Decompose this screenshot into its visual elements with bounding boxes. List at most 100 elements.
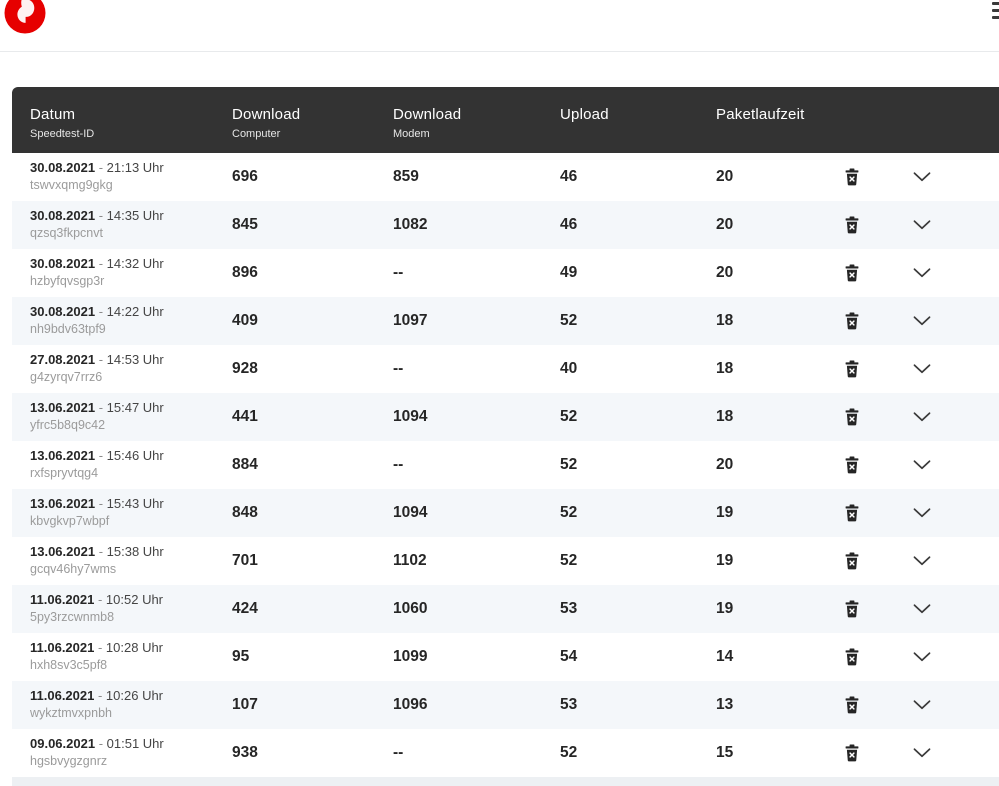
date-time-separator: -: [95, 304, 107, 319]
speedtest-id-label: rxfspryvtqg4: [30, 466, 99, 480]
download-modem-value: 859: [393, 168, 419, 185]
date-time-label: 27.08.2021 - 14:53 Uhr: [30, 352, 164, 367]
expand-row-button[interactable]: [909, 504, 935, 522]
expand-row-button[interactable]: [909, 168, 935, 186]
upload-value: 46: [560, 216, 578, 233]
datum-cell: 30.08.2021 - 21:13 Uhr tswvxqmg9gkg: [30, 160, 164, 192]
datum-cell: 13.06.2021 - 15:46 Uhr rxfspryvtqg4: [30, 448, 164, 480]
date-label: 30.08.2021: [30, 304, 96, 319]
date-label: 27.08.2021: [30, 352, 96, 367]
date-time-separator: -: [95, 400, 107, 415]
download-computer-value: 938: [232, 744, 258, 761]
expand-row-button[interactable]: [909, 552, 935, 570]
download-modem-value: 1094: [393, 504, 428, 521]
column-header-datum: Datum Speedtest-ID: [30, 106, 94, 140]
date-time-label: 13.06.2021 - 15:46 Uhr: [30, 448, 164, 463]
datum-cell: 30.08.2021 - 14:32 Uhr hzbyfqvsgp3r: [30, 256, 164, 288]
expand-row-button[interactable]: [909, 216, 935, 234]
time-label: 15:46 Uhr: [106, 448, 164, 463]
delete-entry-button[interactable]: [841, 357, 863, 382]
delete-entry-button[interactable]: [841, 261, 863, 286]
date-label: 11.06.2021: [30, 640, 95, 655]
table-row: 13.06.2021 - 15:38 Uhr gcqv46hy7wms 701 …: [12, 537, 999, 585]
speedtest-id-label: qzsq3fkpcnvt: [30, 226, 103, 240]
speedtest-id-label: hzbyfqvsgp3r: [30, 274, 105, 288]
date-label: 13.06.2021: [30, 544, 96, 559]
table-row: 27.08.2021 - 14:53 Uhr g4zyrqv7rrz6 928 …: [12, 345, 999, 393]
date-time-label: 11.06.2021 - 10:26 Uhr: [30, 688, 163, 703]
delete-entry-button[interactable]: [841, 645, 863, 670]
delete-entry-button[interactable]: [841, 597, 863, 622]
table-row: 30.08.2021 - 14:22 Uhr nh9bdv63tpf9 409 …: [12, 297, 999, 345]
delete-entry-button[interactable]: [841, 165, 863, 190]
delete-entry-button[interactable]: [841, 741, 863, 766]
expand-row-button[interactable]: [909, 264, 935, 282]
paketlaufzeit-value: 19: [716, 600, 734, 617]
delete-entry-button[interactable]: [841, 213, 863, 238]
expand-row-button[interactable]: [909, 648, 935, 666]
hamburger-bar: [992, 9, 999, 12]
top-navigation-bar: [0, 0, 999, 52]
download-computer-value: 424: [232, 600, 258, 617]
date-time-separator: -: [95, 352, 107, 367]
expand-row-button[interactable]: [909, 744, 935, 762]
date-label: 30.08.2021: [30, 208, 96, 223]
delete-entry-button[interactable]: [841, 549, 863, 574]
date-label: 11.06.2021: [30, 592, 95, 607]
datum-cell: 11.06.2021 - 10:28 Uhr hxh8sv3c5pf8: [30, 640, 163, 672]
speedtest-id-label: 5py3rzcwnmb8: [30, 610, 115, 624]
table-row-partial: [12, 777, 999, 786]
delete-entry-button[interactable]: [841, 405, 863, 430]
download-modem-value: 1099: [393, 648, 428, 665]
download-modem-value: --: [393, 360, 404, 377]
upload-value: 40: [560, 360, 578, 377]
hamburger-menu-icon[interactable]: [992, 2, 999, 20]
chevron-down-icon: [913, 748, 931, 758]
datum-cell: 11.06.2021 - 10:52 Uhr 5py3rzcwnmb8: [30, 592, 163, 624]
date-label: 13.06.2021: [30, 400, 96, 415]
download-modem-value: 1102: [393, 552, 427, 569]
paketlaufzeit-value: 15: [716, 744, 734, 761]
expand-row-button[interactable]: [909, 696, 935, 714]
date-time-separator: -: [95, 160, 107, 175]
date-label: 09.06.2021: [30, 736, 96, 751]
expand-row-button[interactable]: [909, 312, 935, 330]
date-time-separator: -: [94, 592, 106, 607]
vodafone-logo[interactable]: [1, 0, 49, 34]
download-computer-value: 845: [232, 216, 258, 233]
date-time-separator: -: [94, 640, 106, 655]
paketlaufzeit-value: 20: [716, 456, 734, 473]
column-sublabel: Modem: [393, 128, 430, 140]
table-row: 30.08.2021 - 21:13 Uhr tswvxqmg9gkg 696 …: [12, 153, 999, 201]
date-time-separator: -: [95, 448, 107, 463]
trash-icon: [845, 696, 859, 714]
table-row: 13.06.2021 - 15:46 Uhr rxfspryvtqg4 884 …: [12, 441, 999, 489]
delete-entry-button[interactable]: [841, 501, 863, 526]
expand-row-button[interactable]: [909, 408, 935, 426]
time-label: 14:35 Uhr: [106, 208, 164, 223]
paketlaufzeit-value: 19: [716, 552, 734, 569]
date-time-label: 13.06.2021 - 15:38 Uhr: [30, 544, 164, 559]
expand-row-button[interactable]: [909, 600, 935, 618]
time-label: 14:22 Uhr: [106, 304, 164, 319]
speedtest-id-label: kbvgkvp7wbpf: [30, 514, 110, 528]
expand-row-button[interactable]: [909, 360, 935, 378]
speedtest-id-label: wykztmvxpnbh: [30, 706, 112, 720]
speedtest-id-label: gcqv46hy7wms: [30, 562, 117, 576]
delete-entry-button[interactable]: [841, 693, 863, 718]
delete-entry-button[interactable]: [841, 453, 863, 478]
upload-value: 53: [560, 696, 578, 713]
chevron-down-icon: [913, 364, 931, 374]
table-row: 11.06.2021 - 10:26 Uhr wykztmvxpnbh 107 …: [12, 681, 999, 729]
date-time-label: 30.08.2021 - 14:35 Uhr: [30, 208, 164, 223]
delete-entry-button[interactable]: [841, 309, 863, 334]
speedtest-id-label: nh9bdv63tpf9: [30, 322, 106, 336]
date-time-label: 11.06.2021 - 10:52 Uhr: [30, 592, 163, 607]
column-header-download-computer: Download Computer: [232, 106, 300, 140]
download-modem-value: 1082: [393, 216, 428, 233]
chevron-down-icon: [913, 652, 931, 662]
time-label: 10:28 Uhr: [105, 640, 164, 655]
expand-row-button[interactable]: [909, 456, 935, 474]
download-computer-value: 107: [232, 696, 258, 713]
column-header-download-modem: Download Modem: [393, 106, 461, 140]
